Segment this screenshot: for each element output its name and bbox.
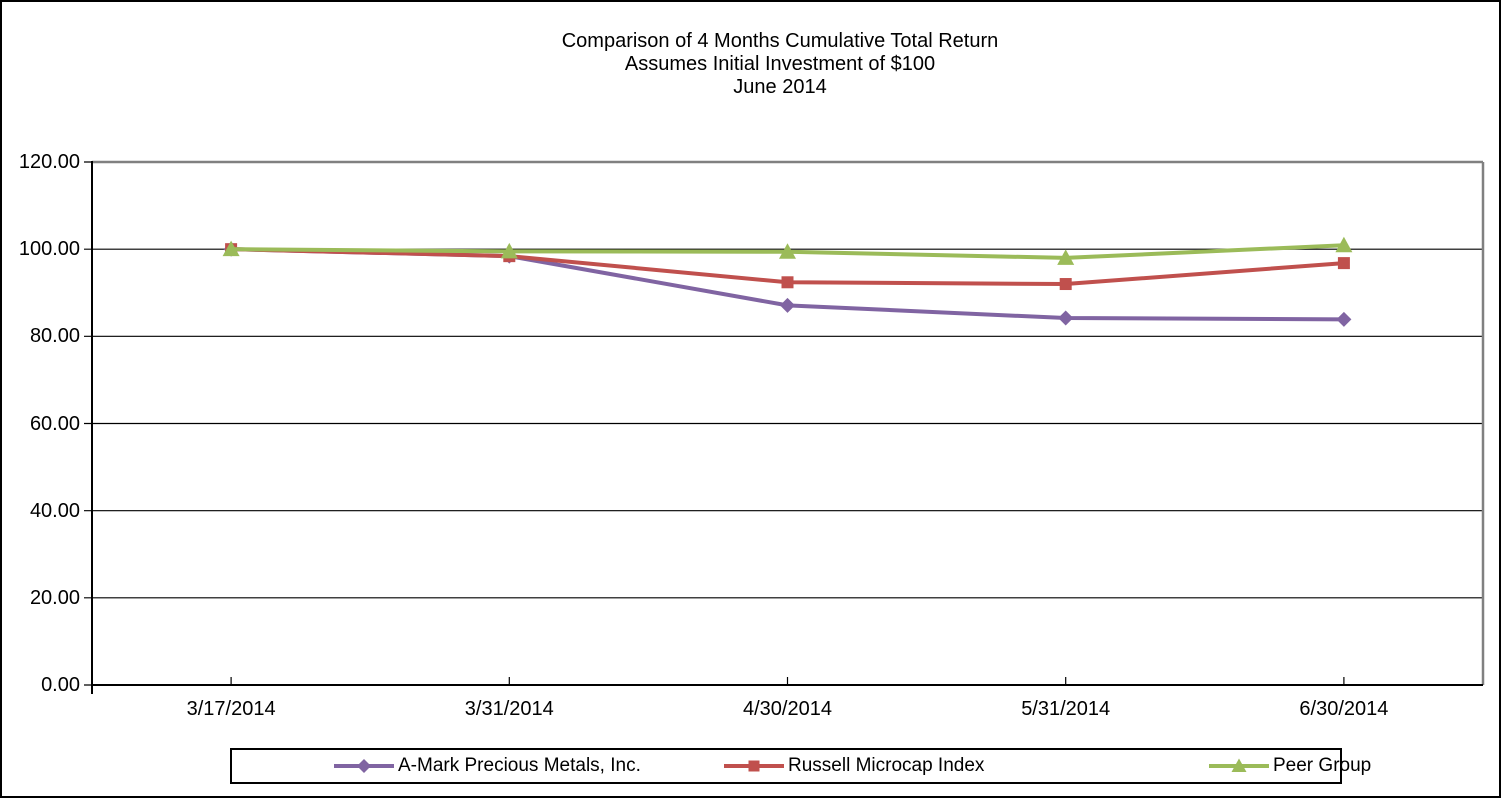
y-axis-label: 60.00 <box>29 412 80 435</box>
square-marker-icon <box>1337 257 1350 270</box>
y-axis-label: 100.00 <box>18 238 80 261</box>
y-axis-label: 0.00 <box>41 674 80 696</box>
triangle-marker-icon <box>222 240 240 257</box>
diamond-marker-icon <box>780 297 795 313</box>
legend-label-amark: A-Mark Precious Metals, Inc. <box>398 755 641 776</box>
chart-title-block: Comparison of 4 Months Cumulative Total … <box>57 30 1499 99</box>
x-axis-label: 3/17/2014 <box>186 698 276 720</box>
y-axis-label: 80.00 <box>29 325 80 348</box>
x-axis-label: 4/30/2014 <box>743 698 832 720</box>
diamond-marker-icon <box>1336 311 1352 327</box>
chart-date-line: June 2014 <box>733 76 827 98</box>
legend-item-peer: Peer Group <box>1207 750 1371 782</box>
legend-label-russell: Russell Microcap Index <box>788 755 985 776</box>
y-axis-label: 20.00 <box>29 586 80 609</box>
square-marker-icon <box>1059 278 1072 291</box>
legend: A-Mark Precious Metals, Inc. Russell Mic… <box>230 748 1371 784</box>
chart-subtitle: Assumes Initial Investment of $100 <box>624 53 936 75</box>
legend-label-peer: Peer Group <box>1273 755 1372 776</box>
square-legend-icon <box>724 760 784 772</box>
diamond-marker-icon <box>1058 310 1074 326</box>
triangle-legend-icon <box>1209 758 1269 772</box>
x-axis-label: 6/30/2014 <box>1299 698 1389 720</box>
triangle-marker-icon <box>1057 249 1075 265</box>
chart-title: Comparison of 4 Months Cumulative Total … <box>561 30 999 52</box>
legend-item-amark: A-Mark Precious Metals, Inc. <box>332 750 641 782</box>
y-axis-label: 120.00 <box>18 151 80 173</box>
triangle-marker-icon <box>779 243 796 259</box>
diamond-legend-icon <box>334 759 394 773</box>
triangle-marker-icon <box>1335 236 1353 253</box>
square-marker-icon <box>781 276 794 289</box>
x-axis-label: 3/31/2014 <box>464 698 554 720</box>
triangle-marker-icon <box>500 242 518 259</box>
y-axis-label: 40.00 <box>29 499 80 522</box>
legend-item-russell: Russell Microcap Index <box>722 750 984 782</box>
x-axis-label: 5/31/2014 <box>1021 698 1111 720</box>
